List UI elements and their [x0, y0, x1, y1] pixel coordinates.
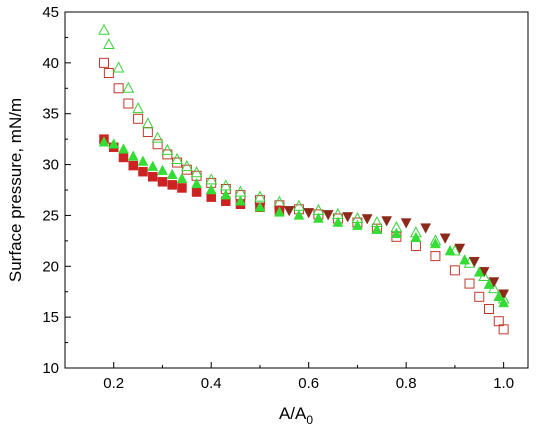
data-point: [133, 113, 144, 124]
data-point: [332, 216, 344, 227]
data-point: [205, 173, 218, 185]
data-point: [390, 227, 402, 238]
series-5: [98, 136, 510, 308]
data-point: [103, 37, 115, 50]
data-point: [166, 168, 178, 179]
data-point: [142, 117, 154, 129]
y-tick-label: 25: [42, 207, 59, 224]
data-point: [361, 214, 373, 225]
data-point: [171, 152, 183, 164]
data-point: [488, 277, 500, 288]
data-point: [493, 290, 505, 302]
data-point: [112, 61, 125, 73]
data-point: [176, 172, 188, 184]
x-tick-label: 0.6: [298, 375, 319, 392]
y-tick-label: 20: [42, 258, 59, 275]
data-point: [400, 218, 412, 229]
data-point: [152, 139, 163, 150]
data-point: [191, 187, 202, 197]
y-tick-label: 10: [42, 360, 59, 377]
data-point: [293, 209, 305, 220]
data-point: [98, 23, 110, 35]
data-point: [167, 180, 177, 190]
data-point: [122, 81, 135, 93]
data-point: [157, 164, 168, 175]
data-point: [464, 278, 475, 289]
y-tick-label: 35: [42, 106, 59, 123]
data-point: [429, 237, 441, 249]
data-point: [283, 206, 295, 217]
data-point: [220, 189, 232, 200]
x-axis-title-main: A/A: [279, 404, 307, 423]
data-point: [352, 219, 363, 230]
data-point: [274, 206, 285, 217]
x-tick-label: 1.0: [493, 375, 514, 392]
data-point: [98, 57, 109, 68]
data-point: [483, 278, 495, 289]
data-point: [127, 150, 139, 161]
data-point: [254, 190, 266, 202]
series-4: [283, 206, 510, 300]
data-point: [191, 177, 203, 189]
data-point: [371, 223, 383, 234]
data-point: [108, 138, 120, 149]
x-tick-label: 0.8: [396, 375, 417, 392]
data-point: [313, 212, 324, 223]
data-point: [484, 304, 495, 315]
data-point: [138, 166, 148, 177]
data-point: [468, 256, 480, 268]
data-point: [147, 160, 159, 171]
data-point: [98, 136, 110, 147]
data-point: [118, 143, 129, 154]
data-point: [439, 233, 451, 244]
data-point: [147, 172, 158, 182]
data-point: [498, 324, 509, 335]
data-point: [181, 160, 193, 172]
data-point: [322, 210, 334, 221]
data-point: [161, 143, 174, 155]
data-point: [254, 201, 266, 212]
y-tick-label: 45: [42, 4, 59, 21]
data-point: [498, 289, 510, 300]
x-axis-title: A/A0: [279, 404, 313, 427]
data-point: [118, 152, 129, 163]
data-point: [103, 68, 114, 79]
x-axis-title-sub: 0: [306, 413, 313, 427]
data-point: [459, 254, 471, 265]
y-tick-label: 30: [42, 157, 59, 174]
data-point: [420, 223, 432, 234]
data-point: [444, 244, 456, 256]
plot-frame: [64, 11, 529, 369]
data-point: [123, 98, 134, 109]
data-point: [473, 266, 485, 277]
axis-ticks: 0.2 0.4 0.6 0.8 1.0 10 15 20 25 30 35 40 45: [42, 4, 514, 392]
y-axis-title: Surface pressure, mN/m: [6, 98, 25, 282]
data-point: [381, 216, 393, 227]
data-points: [98, 23, 510, 335]
data-point: [235, 195, 246, 206]
y-tick-label: 40: [42, 55, 59, 72]
data-point: [342, 212, 354, 223]
data-point: [128, 160, 138, 171]
data-point: [474, 291, 485, 302]
data-point: [177, 183, 187, 193]
x-tick-label: 0.2: [103, 375, 124, 392]
data-point: [303, 208, 315, 219]
data-point: [449, 265, 460, 276]
data-point: [190, 166, 203, 178]
y-tick-label: 15: [42, 309, 59, 326]
data-point: [157, 177, 168, 187]
data-point: [137, 155, 149, 166]
data-point: [205, 183, 217, 195]
data-point: [151, 131, 164, 143]
x-tick-label: 0.4: [201, 375, 222, 392]
data-point: [430, 251, 441, 262]
data-point: [454, 243, 466, 255]
data-point: [410, 231, 422, 243]
data-point: [132, 102, 144, 114]
data-point: [113, 83, 124, 94]
data-point: [498, 296, 510, 308]
